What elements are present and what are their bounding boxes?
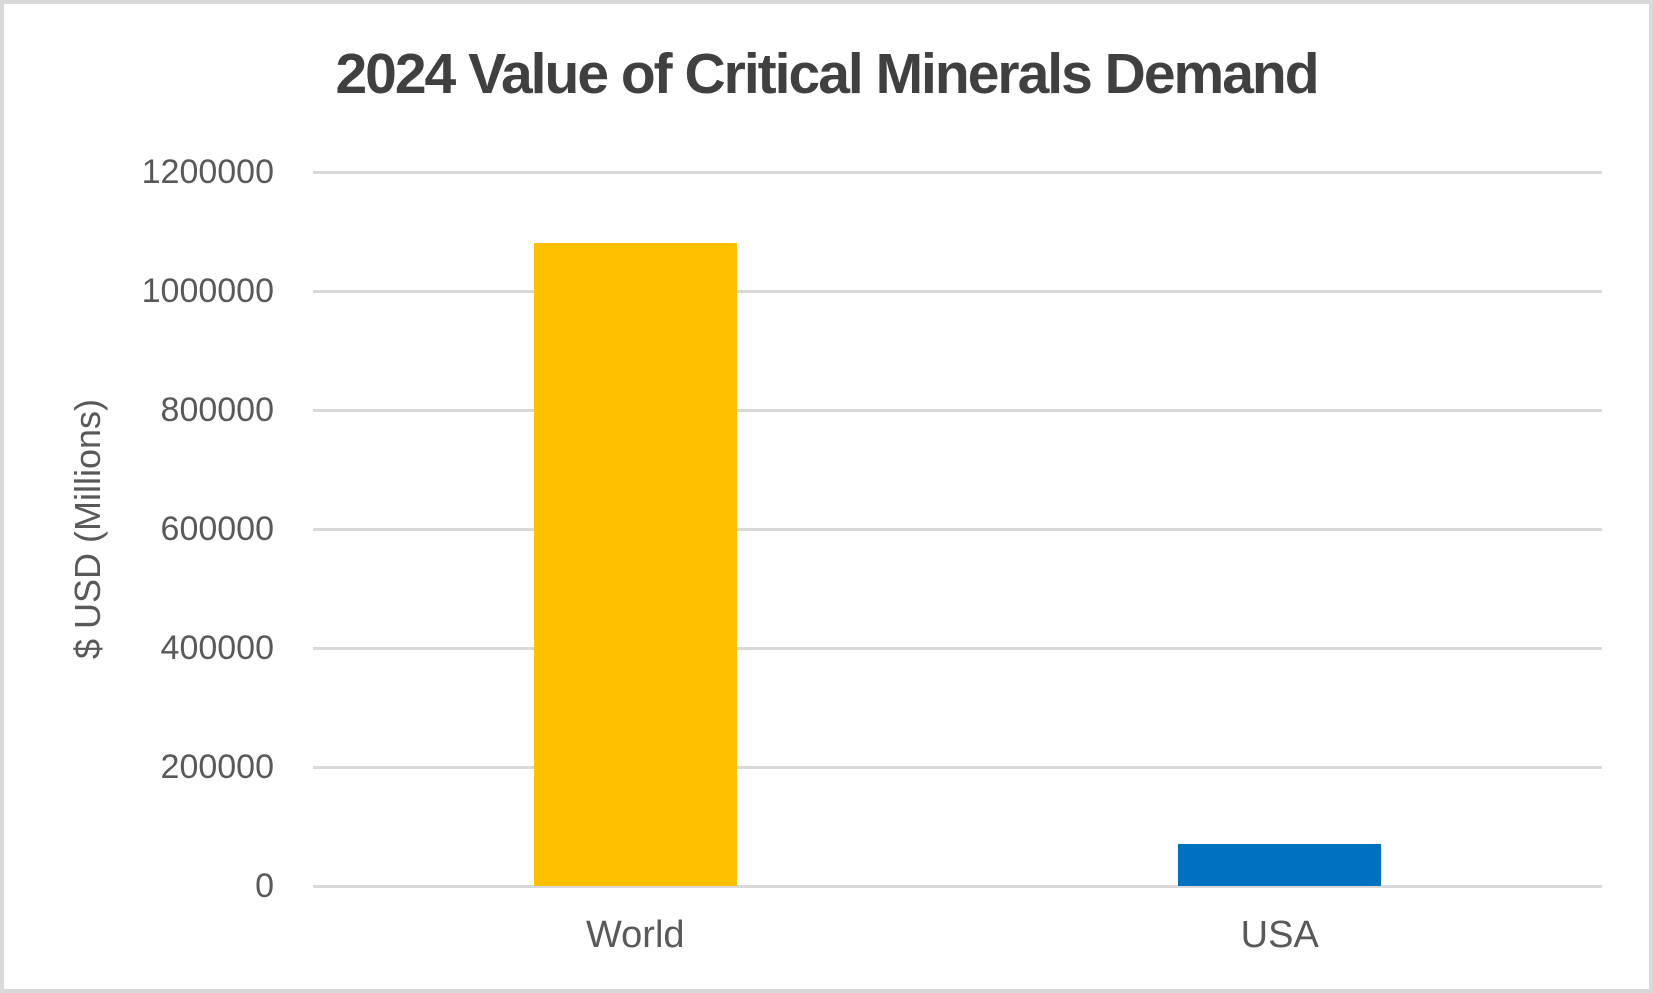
y-tick-label: 600000 [160, 510, 274, 548]
y-tick-label: 200000 [160, 748, 274, 786]
y-tick-label: 1000000 [141, 272, 274, 310]
gridline [313, 408, 1602, 412]
y-tick-label: 1200000 [141, 153, 274, 191]
plot-area [313, 170, 1602, 888]
gridline [313, 289, 1602, 293]
chart-title: 2024 Value of Critical Minerals Demand [335, 42, 1319, 106]
x-category-label: USA [1240, 914, 1319, 956]
gridline [313, 765, 1602, 769]
gridline [313, 170, 1602, 174]
y-tick-label: 800000 [160, 391, 274, 429]
gridline [313, 884, 1602, 888]
y-axis-ticks: 0 200000 400000 600000 800000 1000000 1200000 [4, 153, 274, 905]
y-tick-label: 0 [255, 867, 274, 905]
x-axis-labels: World USA [313, 912, 1602, 962]
gridline [313, 527, 1602, 531]
gridline [313, 646, 1602, 650]
bar-usa [1178, 844, 1382, 886]
x-category-label: World [585, 914, 685, 956]
bar-world [533, 243, 737, 886]
y-tick-label: 400000 [160, 629, 274, 667]
